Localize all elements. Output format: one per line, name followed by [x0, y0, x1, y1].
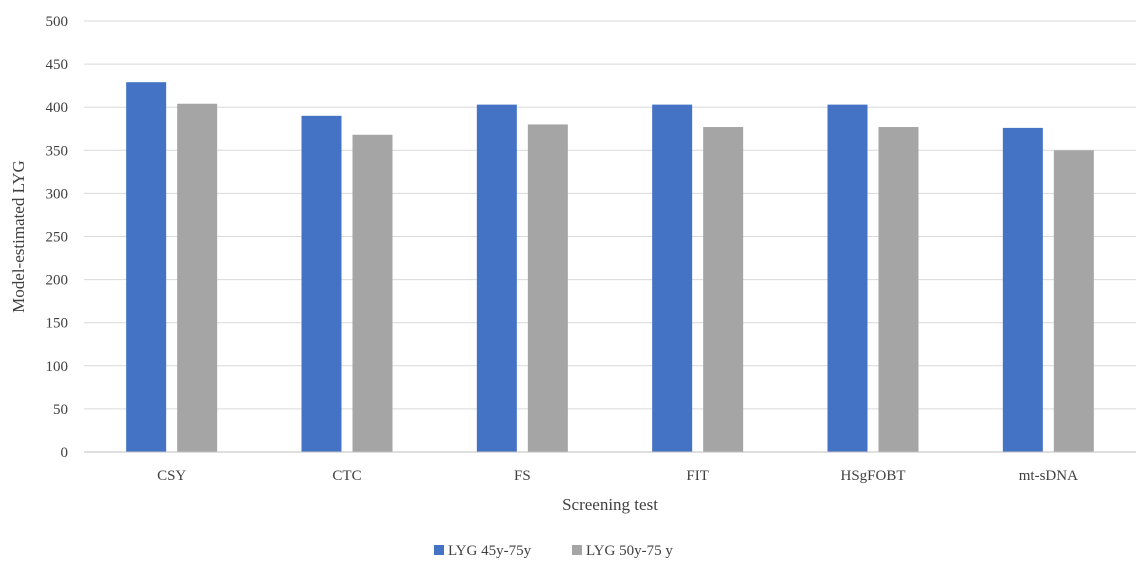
bars: [126, 82, 1094, 453]
legend-swatch: [434, 545, 444, 555]
bar: [352, 134, 393, 452]
x-tick-label: FIT: [686, 468, 709, 484]
bar: [301, 115, 342, 452]
bar: [703, 127, 744, 452]
bar: [527, 124, 568, 452]
y-tick-label: 350: [46, 143, 69, 159]
y-tick-label: 200: [46, 273, 69, 289]
y-tick-label: 250: [46, 230, 69, 246]
bar: [1053, 150, 1094, 453]
y-tick-label: 500: [46, 14, 69, 30]
bar: [827, 104, 868, 452]
bar: [878, 127, 919, 452]
bar: [177, 103, 218, 452]
x-tick-label: CTC: [332, 468, 361, 484]
bar: [126, 82, 167, 453]
gridlines: [84, 20, 1136, 410]
y-tick-label: 0: [61, 445, 69, 461]
legend-swatch: [572, 545, 582, 555]
bar: [1002, 127, 1043, 452]
bar: [476, 104, 517, 452]
legend-label: LYG 45y-75y: [448, 543, 532, 559]
bar: [652, 104, 693, 452]
y-tick-label: 400: [46, 100, 69, 116]
x-axis-ticks: CSY CTC FS FIT HSgFOBT mt-sDNA: [157, 468, 1078, 484]
y-tick-label: 300: [46, 186, 69, 202]
y-tick-label: 150: [46, 316, 69, 332]
y-axis-title: Model-estimated LYG: [9, 160, 28, 313]
y-axis-ticks: 0 50 100 150 200 250 300 350 400 450 500: [46, 14, 69, 461]
x-tick-label: FS: [514, 468, 531, 484]
x-tick-label: CSY: [157, 468, 186, 484]
x-tick-label: mt-sDNA: [1019, 468, 1078, 484]
y-tick-label: 450: [46, 57, 69, 73]
legend: LYG 45y-75y LYG 50y-75 y: [434, 543, 673, 559]
x-tick-label: HSgFOBT: [840, 468, 905, 484]
x-axis-title: Screening test: [562, 495, 658, 514]
y-tick-label: 50: [53, 402, 68, 418]
legend-label: LYG 50y-75 y: [586, 543, 673, 559]
y-tick-label: 100: [46, 359, 69, 375]
